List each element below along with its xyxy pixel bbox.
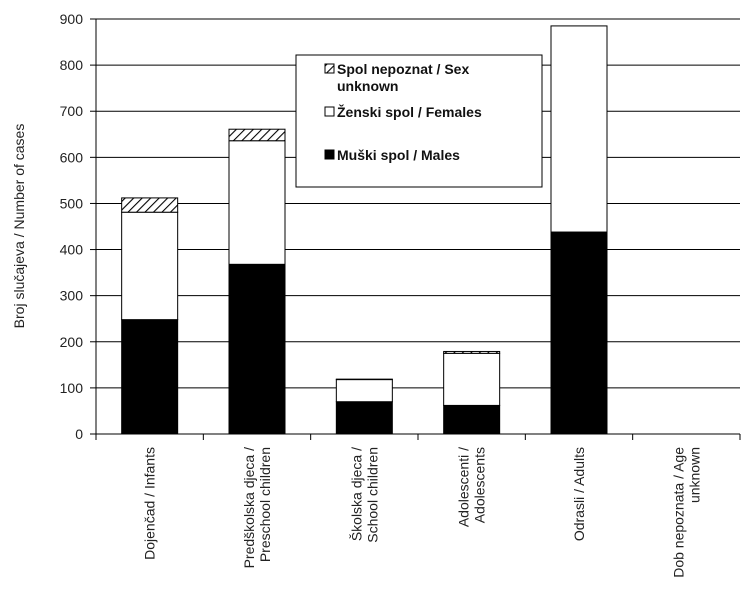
y-tick-label: 900 xyxy=(60,11,84,27)
x-category-label: Školska djeca / School children xyxy=(348,447,380,543)
x-category-label: Predškolska djeca / Preschool children xyxy=(241,447,273,569)
x-category-label-line: Dob nepoznata / Age xyxy=(670,447,686,578)
axes xyxy=(95,19,741,440)
y-tick-label: 0 xyxy=(75,426,83,442)
x-category-label-line: School children xyxy=(364,447,380,543)
bars xyxy=(121,25,608,435)
y-tick-labels: 0 100 200 300 400 500 600 700 800 900 xyxy=(60,11,84,442)
legend-label: Muški spol / Males xyxy=(337,147,460,163)
y-axis-title: Broj slučajeva / Number of cases xyxy=(11,124,27,329)
legend-label: Spol nepoznat / Sex xyxy=(337,61,469,77)
bar-segment-sex-unknown xyxy=(121,197,179,213)
bar-segment-females xyxy=(335,379,393,403)
y-tick-label: 100 xyxy=(60,380,84,396)
bar-segment-females xyxy=(121,211,179,321)
legend-label: unknown xyxy=(337,78,398,94)
legend-item-females: Ženski spol / Females xyxy=(324,103,482,120)
x-category-label-line: Odrasli / Adults xyxy=(571,447,587,541)
x-category-label: Dob nepoznata / Age unknown xyxy=(670,447,702,578)
y-tick-label: 800 xyxy=(60,57,84,73)
y-tick-label: 600 xyxy=(60,149,84,165)
y-tick-label: 700 xyxy=(60,103,84,119)
x-category-label-line: Predškolska djeca / xyxy=(241,447,257,569)
bar-segment-sex-unknown xyxy=(443,350,501,354)
x-category-label-line: Adolescenti / xyxy=(456,447,472,527)
x-category-label-line: Dojenčad / Infants xyxy=(142,447,158,560)
x-category-label-line: Školska djeca / xyxy=(348,447,364,541)
bar-segment-females xyxy=(550,25,608,233)
x-category-label-line: Adolescents xyxy=(472,447,488,523)
bar-segment-sex-unknown xyxy=(228,128,286,142)
x-category-label: Adolescenti / Adolescents xyxy=(456,447,488,527)
legend-box xyxy=(295,54,543,188)
x-category-label-line: Preschool children xyxy=(257,447,273,562)
legend-item-males: Muški spol / Males xyxy=(324,147,460,163)
bar-segment-males xyxy=(335,401,393,435)
legend-label: Ženski spol / Females xyxy=(337,103,482,120)
y-tick-label: 200 xyxy=(60,334,84,350)
legend-swatch xyxy=(324,149,335,160)
legend-swatch xyxy=(324,63,335,74)
y-tick-label: 500 xyxy=(60,195,84,211)
bar-segment-females xyxy=(228,140,286,265)
x-category-label-line: unknown xyxy=(686,447,702,503)
bar-segment-males xyxy=(228,263,286,435)
x-category-label: Odrasli / Adults xyxy=(571,447,587,541)
bar-segment-females xyxy=(443,352,501,406)
bar-segment-males xyxy=(121,319,179,435)
y-tick-label: 400 xyxy=(60,242,84,258)
bar-segment-males xyxy=(443,404,501,435)
x-category-labels: Dojenčad / Infants Predškolska djeca / Pre… xyxy=(142,447,703,578)
bar-segment-males xyxy=(550,231,608,435)
legend-swatch xyxy=(324,106,335,117)
x-category-label: Dojenčad / Infants xyxy=(142,447,158,560)
y-tick-label: 300 xyxy=(60,288,84,304)
